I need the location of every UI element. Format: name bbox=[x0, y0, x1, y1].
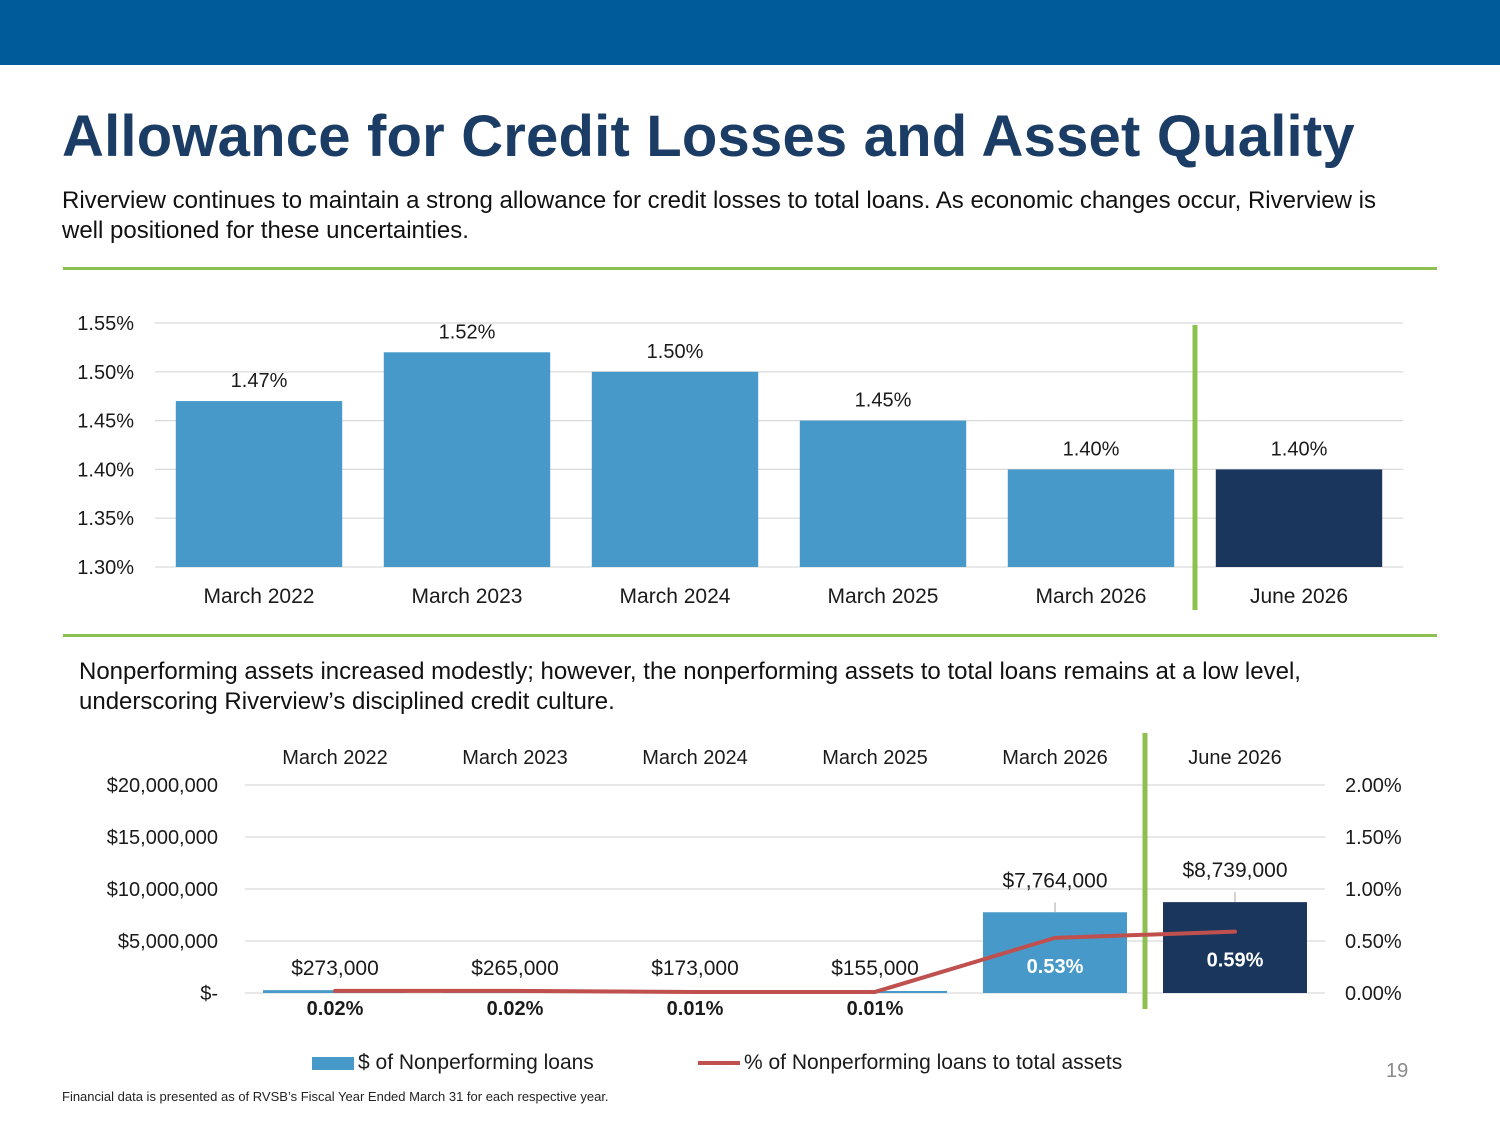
x-tick-label: March 2026 bbox=[1036, 585, 1147, 608]
line-data-label: 0.53% bbox=[1027, 956, 1084, 978]
data-label: 1.50% bbox=[647, 341, 704, 363]
y-tick-label: 1.45% bbox=[77, 411, 134, 433]
y-right-tick-label: 1.00% bbox=[1345, 879, 1402, 901]
nonperforming-assets-chart: $- 0.00% $5,000,000 0.50% $10,000,000 1.00% $1… bbox=[107, 733, 1402, 1020]
bar bbox=[383, 352, 551, 567]
y-right-tick-label: 1.50% bbox=[1345, 827, 1402, 849]
y-left-tick-label: $15,000,000 bbox=[107, 827, 218, 849]
line-data-label: 0.01% bbox=[847, 998, 904, 1020]
line-data-label: 0.01% bbox=[667, 998, 724, 1020]
line-data-label: 0.02% bbox=[487, 998, 544, 1020]
legend-item-line: % of Nonperforming loans to total assets bbox=[698, 1046, 1122, 1080]
bar-data-label: $265,000 bbox=[471, 957, 559, 980]
page-title: Allowance for Credit Losses and Asset Qu… bbox=[62, 104, 1355, 169]
y-left-tick-label: $5,000,000 bbox=[118, 931, 218, 953]
chart-legend: $ of Nonperforming loans % of Nonperform… bbox=[0, 1046, 1500, 1080]
y-right-tick-label: 2.00% bbox=[1345, 775, 1402, 797]
x-tick-label: March 2023 bbox=[412, 585, 523, 608]
line-data-label: 0.02% bbox=[307, 998, 364, 1020]
x-tick-label: March 2024 bbox=[620, 585, 731, 608]
divider-rule-middle bbox=[63, 634, 1437, 637]
allowance-ratio-chart: 1.30% 1.35% 1.40% 1.45% 1.50% 1.55% 1.47% March… bbox=[77, 313, 1403, 610]
bar-data-label: $8,739,000 bbox=[1182, 859, 1287, 882]
data-label: 1.47% bbox=[231, 370, 288, 392]
y-left-tick-label: $20,000,000 bbox=[107, 775, 218, 797]
legend-bar-label: $ of Nonperforming loans bbox=[358, 1051, 594, 1074]
x-tick-label: March 2022 bbox=[282, 747, 388, 769]
bar bbox=[1215, 469, 1383, 567]
bar bbox=[175, 401, 343, 567]
legend-bar-swatch bbox=[312, 1056, 354, 1070]
bar bbox=[799, 420, 967, 567]
x-tick-label: March 2025 bbox=[828, 585, 939, 608]
bar-data-label: $155,000 bbox=[831, 957, 919, 980]
y-right-tick-label: 0.00% bbox=[1345, 983, 1402, 1005]
x-tick-label: March 2025 bbox=[822, 747, 928, 769]
bar-data-label: $273,000 bbox=[291, 957, 379, 980]
y-tick-label: 1.50% bbox=[77, 362, 134, 384]
x-tick-label: June 2026 bbox=[1250, 585, 1348, 608]
nonperforming-ratio-line bbox=[333, 929, 1237, 994]
x-tick-label: June 2026 bbox=[1188, 747, 1281, 769]
y-tick-label: 1.40% bbox=[77, 459, 134, 481]
y-tick-label: 1.35% bbox=[77, 508, 134, 530]
y-left-tick-label: $10,000,000 bbox=[107, 879, 218, 901]
intro-text: Riverview continues to maintain a strong… bbox=[62, 187, 1376, 244]
page-number: 19 bbox=[1386, 1060, 1409, 1082]
section2-intro-text: Nonperforming assets increased modestly;… bbox=[79, 658, 1301, 715]
bar bbox=[591, 371, 759, 567]
y-right-tick-label: 0.50% bbox=[1345, 931, 1402, 953]
y-tick-label: 1.30% bbox=[77, 557, 134, 579]
bar bbox=[1163, 902, 1307, 993]
bar-data-label: $173,000 bbox=[651, 957, 739, 980]
x-tick-label: March 2023 bbox=[462, 747, 568, 769]
legend-item-bar: $ of Nonperforming loans bbox=[312, 1046, 594, 1080]
data-label: 1.45% bbox=[855, 390, 912, 412]
legend-line-label: % of Nonperforming loans to total assets bbox=[744, 1051, 1123, 1074]
data-label: 1.40% bbox=[1271, 438, 1328, 460]
divider-rule-top bbox=[63, 267, 1437, 270]
x-tick-label: March 2022 bbox=[204, 585, 315, 608]
y-left-tick-label: $- bbox=[200, 983, 218, 1005]
bar-data-label: $7,764,000 bbox=[1002, 869, 1107, 892]
x-tick-label: March 2026 bbox=[1002, 747, 1108, 769]
x-tick-label: March 2024 bbox=[642, 747, 748, 769]
footnote: Financial data is presented as of RVSB’s… bbox=[62, 1089, 609, 1104]
legend-line-swatch bbox=[698, 1061, 740, 1065]
header-band bbox=[0, 0, 1500, 65]
data-label: 1.52% bbox=[439, 321, 496, 343]
y-tick-label: 1.55% bbox=[77, 313, 134, 335]
line-data-label: 0.59% bbox=[1207, 950, 1264, 972]
bar bbox=[1007, 469, 1175, 567]
data-label: 1.40% bbox=[1063, 438, 1120, 460]
